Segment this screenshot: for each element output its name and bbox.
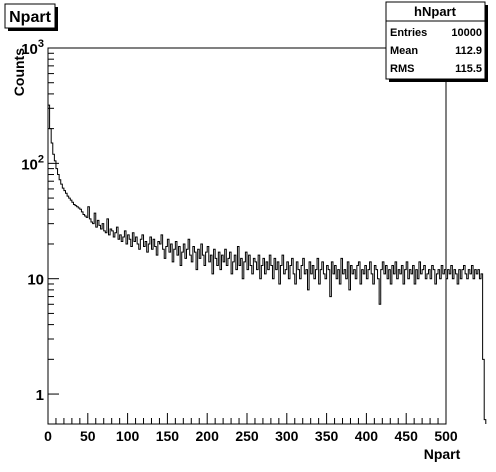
y-tick-label: 1 [36,387,44,404]
x-tick-label: 350 [315,428,339,444]
x-tick-label: 100 [116,428,140,444]
y-axis-ticks: 1 10 102 103 [21,38,59,404]
stats-entries-value: 10000 [451,27,482,39]
x-tick-label: 200 [196,428,220,444]
stats-mean-label: Mean [390,45,418,57]
histogram-line [48,104,487,424]
x-tick-label: 300 [275,428,299,444]
stats-name: hNpart [414,4,457,19]
title-box: Npart [4,3,58,31]
stats-rms-value: 115.5 [455,63,482,75]
x-axis-title: Npart [424,446,461,462]
y-tick-label: 103 [21,38,44,58]
x-tick-label: 50 [80,428,96,444]
stats-box: hNpart Entries 10000 Mean 112.9 RMS 115.… [385,1,488,82]
stats-mean-value: 112.9 [455,45,482,57]
x-tick-label: 250 [235,428,259,444]
x-tick-label: 0 [44,428,52,444]
chart-title: Npart [9,9,51,26]
y-tick-label: 10 [27,272,44,289]
y-tick-label: 102 [21,153,44,173]
x-tick-label: 400 [355,428,379,444]
y-axis-title: Counts [11,48,27,96]
stats-rms-label: RMS [390,63,414,75]
stats-entries-label: Entries [390,27,427,39]
axes [47,47,447,425]
x-tick-label: 150 [156,428,180,444]
x-axis-ticks: 0 50 100 150 200 250 300 350 400 450 500 [44,413,458,444]
plot-frame [47,47,447,425]
x-tick-label: 500 [434,428,458,444]
x-tick-label: 450 [395,428,419,444]
